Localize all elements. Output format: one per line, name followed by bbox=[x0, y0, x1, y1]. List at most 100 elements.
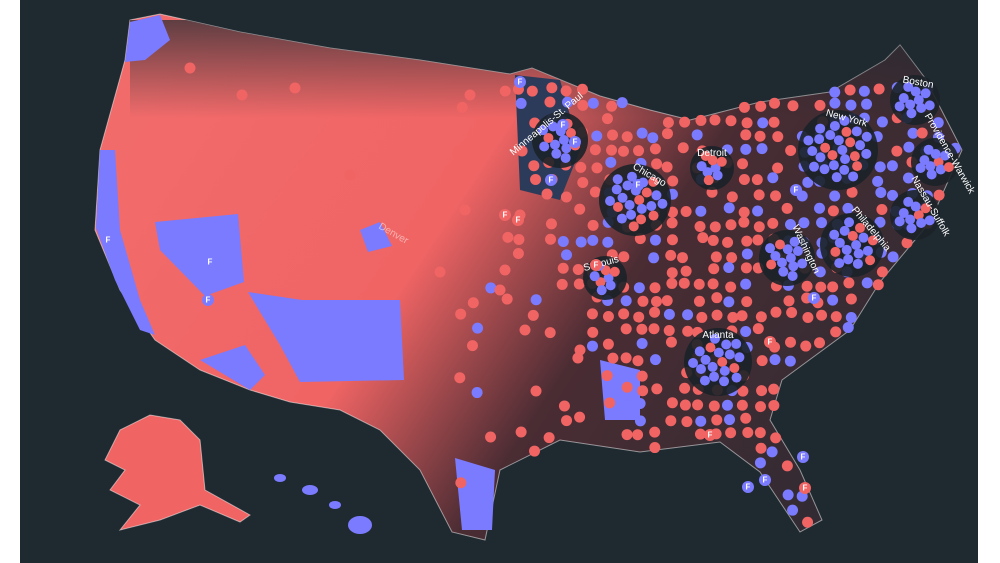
district-dot bbox=[861, 98, 873, 110]
district-dot bbox=[565, 128, 576, 139]
district-dot bbox=[607, 352, 619, 364]
district-dot bbox=[772, 162, 784, 174]
district-dot bbox=[820, 142, 831, 153]
marker-dot bbox=[808, 292, 820, 304]
marker-dot bbox=[569, 136, 581, 148]
district-dot bbox=[736, 310, 748, 322]
district-dot bbox=[530, 385, 542, 397]
city-label: Atlanta bbox=[702, 330, 734, 341]
district-dot bbox=[677, 142, 689, 154]
district-dot bbox=[471, 387, 483, 399]
district-dot bbox=[766, 259, 777, 270]
district-dot bbox=[665, 336, 677, 348]
district-dot bbox=[719, 365, 730, 376]
district-dot bbox=[754, 130, 766, 142]
district-dot bbox=[842, 202, 854, 214]
district-dot bbox=[740, 262, 752, 274]
district-dot bbox=[926, 169, 937, 180]
district-dot bbox=[692, 399, 704, 411]
district-dot bbox=[738, 206, 750, 218]
district-dot bbox=[667, 175, 679, 187]
alaska bbox=[104, 414, 251, 531]
district-dot bbox=[666, 397, 678, 409]
district-dot bbox=[699, 375, 710, 386]
district-dot bbox=[587, 326, 599, 338]
district-dot bbox=[807, 146, 818, 157]
district-dot bbox=[830, 246, 841, 257]
marker-label: F bbox=[763, 476, 768, 485]
district-dot bbox=[768, 116, 780, 128]
district-dot bbox=[913, 210, 924, 220]
district-dot bbox=[703, 175, 714, 186]
district-dot bbox=[628, 221, 639, 232]
district-dot bbox=[729, 362, 740, 373]
district-dot bbox=[769, 97, 781, 109]
district-dot bbox=[752, 205, 764, 217]
district-dot bbox=[662, 117, 674, 129]
district-dot bbox=[815, 281, 827, 293]
district-dot bbox=[827, 205, 839, 217]
district-dot bbox=[620, 352, 632, 364]
district-dot bbox=[785, 336, 797, 348]
district-dot bbox=[725, 427, 737, 439]
district-dot bbox=[784, 219, 796, 231]
district-dot bbox=[665, 249, 677, 261]
district-dot bbox=[464, 89, 476, 101]
district-dot bbox=[707, 234, 719, 246]
district-dot bbox=[681, 416, 693, 428]
district-dot bbox=[633, 311, 645, 323]
district-dot bbox=[502, 231, 514, 243]
district-dot bbox=[618, 251, 630, 263]
district-dot bbox=[467, 297, 479, 309]
city-label: Boston bbox=[902, 75, 935, 91]
district-dot bbox=[924, 215, 935, 226]
district-dot bbox=[694, 346, 705, 357]
district-dot bbox=[434, 266, 446, 278]
district-dot bbox=[781, 460, 793, 472]
district-dot bbox=[841, 126, 852, 137]
district-dot bbox=[456, 101, 468, 113]
district-dot bbox=[650, 354, 662, 366]
district-dot bbox=[935, 164, 946, 175]
district-dot bbox=[589, 186, 601, 198]
district-dot bbox=[620, 295, 632, 307]
marker-label: F bbox=[208, 258, 213, 267]
district-dot bbox=[561, 415, 573, 427]
district-dot bbox=[815, 152, 826, 163]
district-dot bbox=[530, 294, 542, 306]
district-dot bbox=[829, 229, 840, 240]
district-dot bbox=[803, 135, 814, 146]
district-dot bbox=[494, 284, 506, 296]
marker-dot bbox=[512, 214, 524, 226]
marker-label: F bbox=[106, 236, 111, 245]
district-dot bbox=[770, 250, 781, 261]
district-dot bbox=[633, 145, 645, 157]
district-dot bbox=[861, 148, 872, 159]
district-dot bbox=[650, 296, 662, 308]
district-dot bbox=[827, 150, 838, 161]
district-dot bbox=[731, 338, 742, 349]
district-dot bbox=[636, 370, 648, 382]
district-dot bbox=[723, 296, 735, 308]
district-dot bbox=[787, 504, 799, 516]
district-dot bbox=[700, 150, 711, 161]
region bbox=[96, 150, 155, 335]
district-dot bbox=[844, 84, 856, 96]
district-dot bbox=[574, 203, 586, 215]
district-dot bbox=[901, 237, 913, 249]
district-dot bbox=[814, 337, 826, 349]
district-dot bbox=[784, 355, 796, 367]
district-dot bbox=[696, 311, 708, 323]
district-dot bbox=[792, 246, 803, 257]
district-dot bbox=[776, 257, 787, 268]
district-dot bbox=[289, 82, 301, 94]
district-dot bbox=[695, 415, 707, 427]
district-dot bbox=[626, 171, 637, 182]
district-dot bbox=[910, 86, 921, 97]
district-dot bbox=[695, 114, 707, 126]
district-dot bbox=[612, 202, 623, 213]
district-dot bbox=[557, 236, 569, 248]
district-dot bbox=[577, 177, 589, 189]
hawaii bbox=[274, 474, 372, 534]
district-dot bbox=[876, 204, 888, 216]
